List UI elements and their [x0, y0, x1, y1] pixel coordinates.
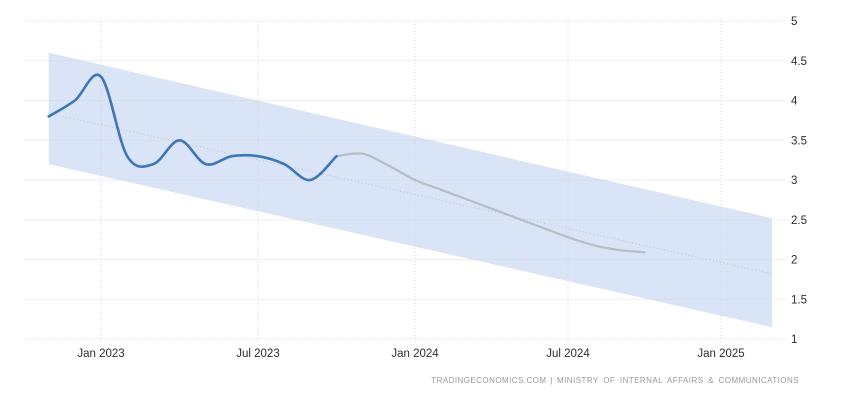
y-tick-label: 4: [791, 96, 798, 108]
attribution-source-link[interactable]: TRADINGECONOMICS.COM: [431, 376, 547, 385]
y-tick-label: 2: [791, 255, 797, 267]
attribution-footer: TRADINGECONOMICS.COM | MINISTRY OF INTERNA…: [431, 376, 799, 385]
attribution-provider-link[interactable]: MINISTRY OF INTERNAL AFFAIRS & COMMUNICA…: [557, 376, 799, 385]
actual-series-line: [47, 73, 338, 182]
forecast-series-line: [335, 152, 646, 254]
confidence-band: [48, 52, 772, 328]
x-tick-label: Jan 2023: [77, 348, 124, 360]
attribution-separator: |: [550, 376, 554, 385]
y-tick-label: 2.5: [791, 215, 807, 227]
actual-line-path: [47, 73, 338, 182]
y-tick-label: 1.5: [791, 294, 807, 306]
confidence-band-area: [48, 52, 772, 328]
x-tick-label: Jan 2025: [697, 348, 744, 360]
x-tick-label: Jul 2024: [546, 348, 590, 360]
gridlines: [25, 20, 787, 343]
x-tick-label: Jul 2023: [236, 348, 279, 360]
x-axis-labels: Jan 2023 Jul 2023 Jan 2024 Jul 2024 Jan 2025: [77, 348, 744, 360]
x-tick-label: Jan 2024: [391, 348, 439, 360]
y-tick-label: 4.5: [791, 56, 807, 68]
y-axis-labels: 5 4.5 4 3.5 3 2.5 2 1.5 1: [791, 16, 807, 346]
forecast-line-path: [335, 152, 646, 254]
y-tick-label: 3.5: [791, 135, 807, 147]
y-tick-label: 1: [791, 334, 797, 346]
y-tick-label: 3: [791, 175, 797, 187]
y-tick-label: 5: [791, 16, 797, 28]
